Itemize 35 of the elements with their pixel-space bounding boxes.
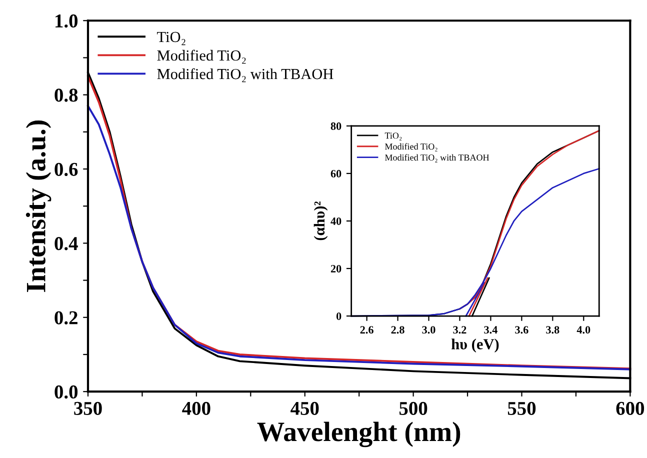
x-axis-title: Wavelenght (nm) (257, 422, 460, 448)
x-tick-label: 2.6 (360, 326, 374, 334)
y-tick-label: 0.2 (54, 311, 78, 324)
y-axis-title: (αhυ)² (314, 201, 328, 240)
y-axis-title: Intensity (a.u.) (26, 120, 52, 292)
x-tick-label: 3.2 (453, 326, 466, 334)
legend-label: TiO₂ (157, 32, 186, 46)
y-tick-label: 0.8 (54, 88, 78, 102)
x-tick-label: 600 (616, 402, 644, 415)
y-tick-label: 60 (330, 170, 342, 178)
y-tick-label: 40 (330, 217, 342, 225)
x-tick-label: 3.4 (484, 326, 498, 334)
x-tick-label: 550 (508, 402, 536, 415)
x-tick-label: 4.0 (576, 326, 590, 334)
x-tick-label: 3.8 (546, 326, 560, 334)
y-tick-label: 0.6 (54, 162, 78, 176)
y-tick-label: 80 (330, 122, 342, 130)
legend-label: Modified TiO₂ with TBAOH (384, 154, 490, 162)
legend-label: Modified TiO₂ with TBAOH (157, 68, 334, 82)
x-tick-label: 3.6 (515, 326, 528, 334)
y-tick-label: 1.0 (56, 14, 78, 28)
x-axis-title: hυ (eV) (451, 338, 499, 352)
legend-label: Modified TiO₂ (157, 50, 246, 64)
legend-label: TiO₂ (384, 132, 402, 140)
y-tick-label: 0.4 (54, 237, 78, 250)
x-tick-label: 3.0 (422, 326, 436, 334)
y-tick-label: 0.0 (54, 385, 78, 399)
y-tick-label: 20 (330, 264, 342, 272)
x-tick-label: 450 (290, 402, 319, 415)
legend-label: Modified TiO₂ (384, 143, 438, 152)
x-tick-label: 2.8 (391, 326, 404, 334)
x-tick-label: 350 (74, 402, 102, 415)
x-tick-label: 400 (182, 402, 210, 415)
x-tick-label: 500 (400, 402, 428, 415)
y-tick-label: 0 (336, 312, 342, 320)
